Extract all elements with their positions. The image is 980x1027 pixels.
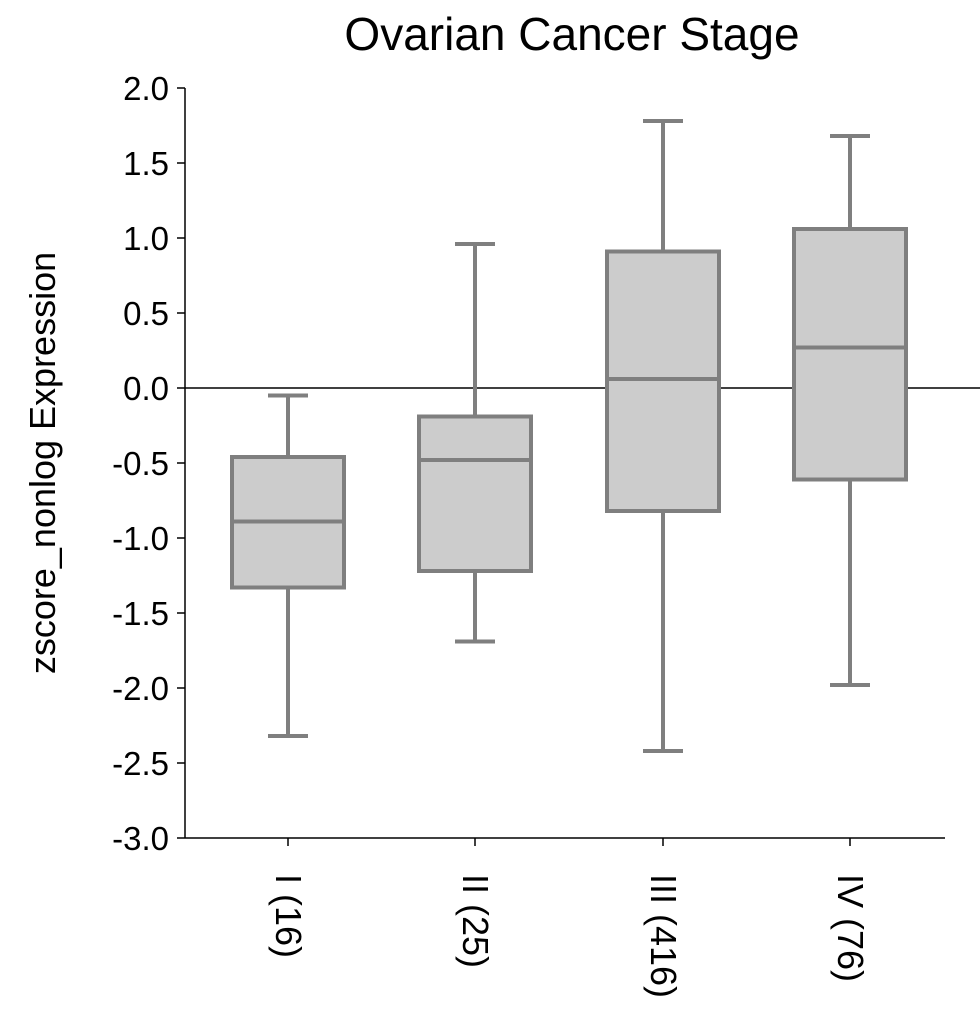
y-tick-label: 1.5: [123, 145, 169, 182]
y-tick-label: 2.0: [123, 70, 169, 107]
y-tick-label: -1.5: [112, 595, 169, 632]
y-tick-label: -2.5: [112, 745, 169, 782]
x-tick-labels: I (16) II (25) III (416) IV (76): [268, 838, 871, 998]
iqr-box: [605, 249, 721, 513]
y-tick-label: -3.0: [112, 820, 169, 857]
x-tick-label: III (416): [643, 874, 684, 998]
x-tick-label: II (25): [455, 874, 496, 968]
y-tick-label: -0.5: [112, 445, 169, 482]
y-axis-label: zscore_nonlog Expression: [22, 252, 63, 674]
x-tick-label: IV (76): [830, 874, 871, 982]
y-tick-label: 1.0: [123, 220, 169, 257]
y-tick-label: 0.5: [123, 295, 169, 332]
box-1: [230, 393, 346, 738]
box-3: [605, 119, 721, 753]
iqr-box: [792, 227, 908, 482]
boxes: [230, 119, 908, 753]
y-tick-label: -2.0: [112, 670, 169, 707]
y-tick-label: 0.0: [123, 370, 169, 407]
y-tick-label: -1.0: [112, 520, 169, 557]
iqr-box: [417, 414, 533, 573]
box-2: [417, 242, 533, 644]
box-4: [792, 134, 908, 687]
chart-title: Ovarian Cancer Stage: [344, 8, 799, 60]
x-tick-label: I (16): [268, 874, 309, 958]
